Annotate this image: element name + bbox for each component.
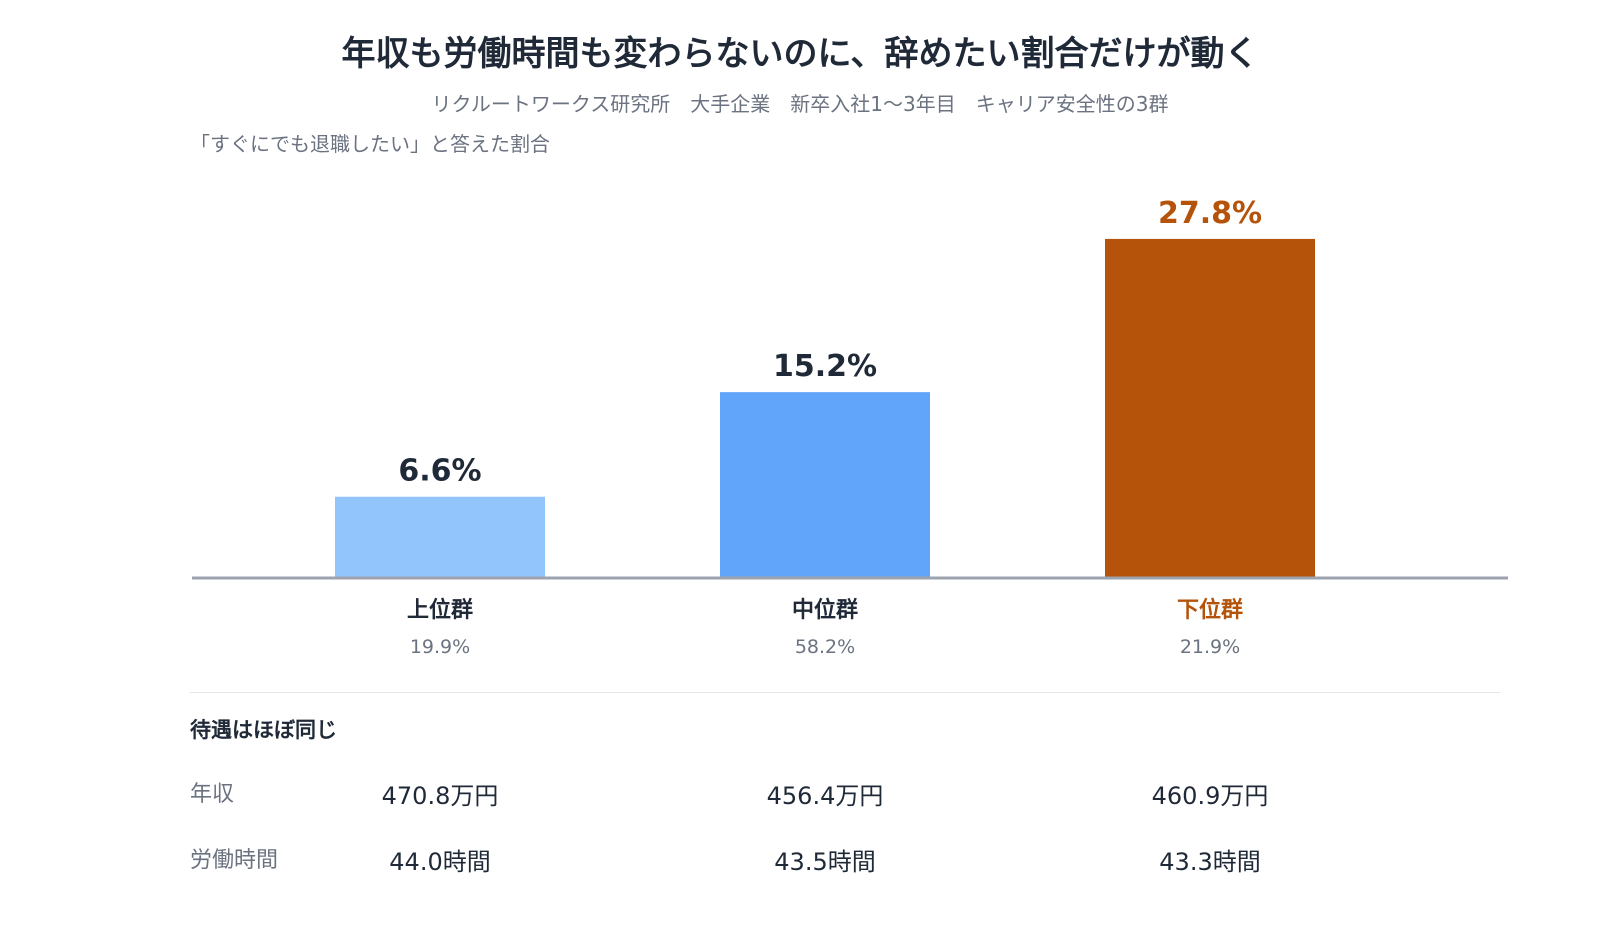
income-value-lower: 460.9万円 — [1151, 782, 1269, 810]
chart-title: 年収も労働時間も変わらないのに、辞めたい割合だけが動く — [341, 34, 1259, 74]
category-label-upper: 上位群 — [407, 597, 473, 623]
chart-subtitle: リクルートワークス研究所 大手企業 新卒入社1〜3年目 キャリア安全性の3群 — [431, 92, 1169, 116]
bar-upper — [335, 496, 545, 577]
row-label-hours: 労働時間 — [190, 848, 279, 873]
bar-lower — [1105, 238, 1315, 577]
y-axis-label: 「すぐにでも退職したい」と答えた割合 — [190, 132, 550, 156]
section-divider — [190, 692, 1500, 693]
row-label-income: 年収 — [190, 782, 235, 807]
hours-value-middle: 43.5時間 — [774, 848, 876, 876]
category-share-middle: 58.2% — [795, 636, 855, 658]
hours-value-upper: 44.0時間 — [389, 848, 491, 876]
bar-middle — [720, 392, 930, 577]
hours-value-lower: 43.3時間 — [1159, 848, 1261, 876]
comparison-section-label: 待遇はほぼ同じ — [190, 718, 337, 742]
income-value-middle: 456.4万円 — [766, 782, 884, 810]
category-label-lower: 下位群 — [1177, 597, 1243, 623]
income-value-upper: 470.8万円 — [381, 782, 499, 810]
category-share-upper: 19.9% — [410, 636, 470, 658]
bar-chart: 6.6% 上位群 19.9% 15.2% 中位群 58.2% 27.8% 下位群 21.9% — [192, 196, 1508, 658]
value-label-lower: 27.8% — [1158, 196, 1262, 231]
value-label-middle: 15.2% — [773, 349, 877, 384]
category-share-lower: 21.9% — [1180, 636, 1240, 658]
category-label-middle: 中位群 — [792, 597, 858, 623]
value-label-upper: 6.6% — [398, 454, 481, 489]
